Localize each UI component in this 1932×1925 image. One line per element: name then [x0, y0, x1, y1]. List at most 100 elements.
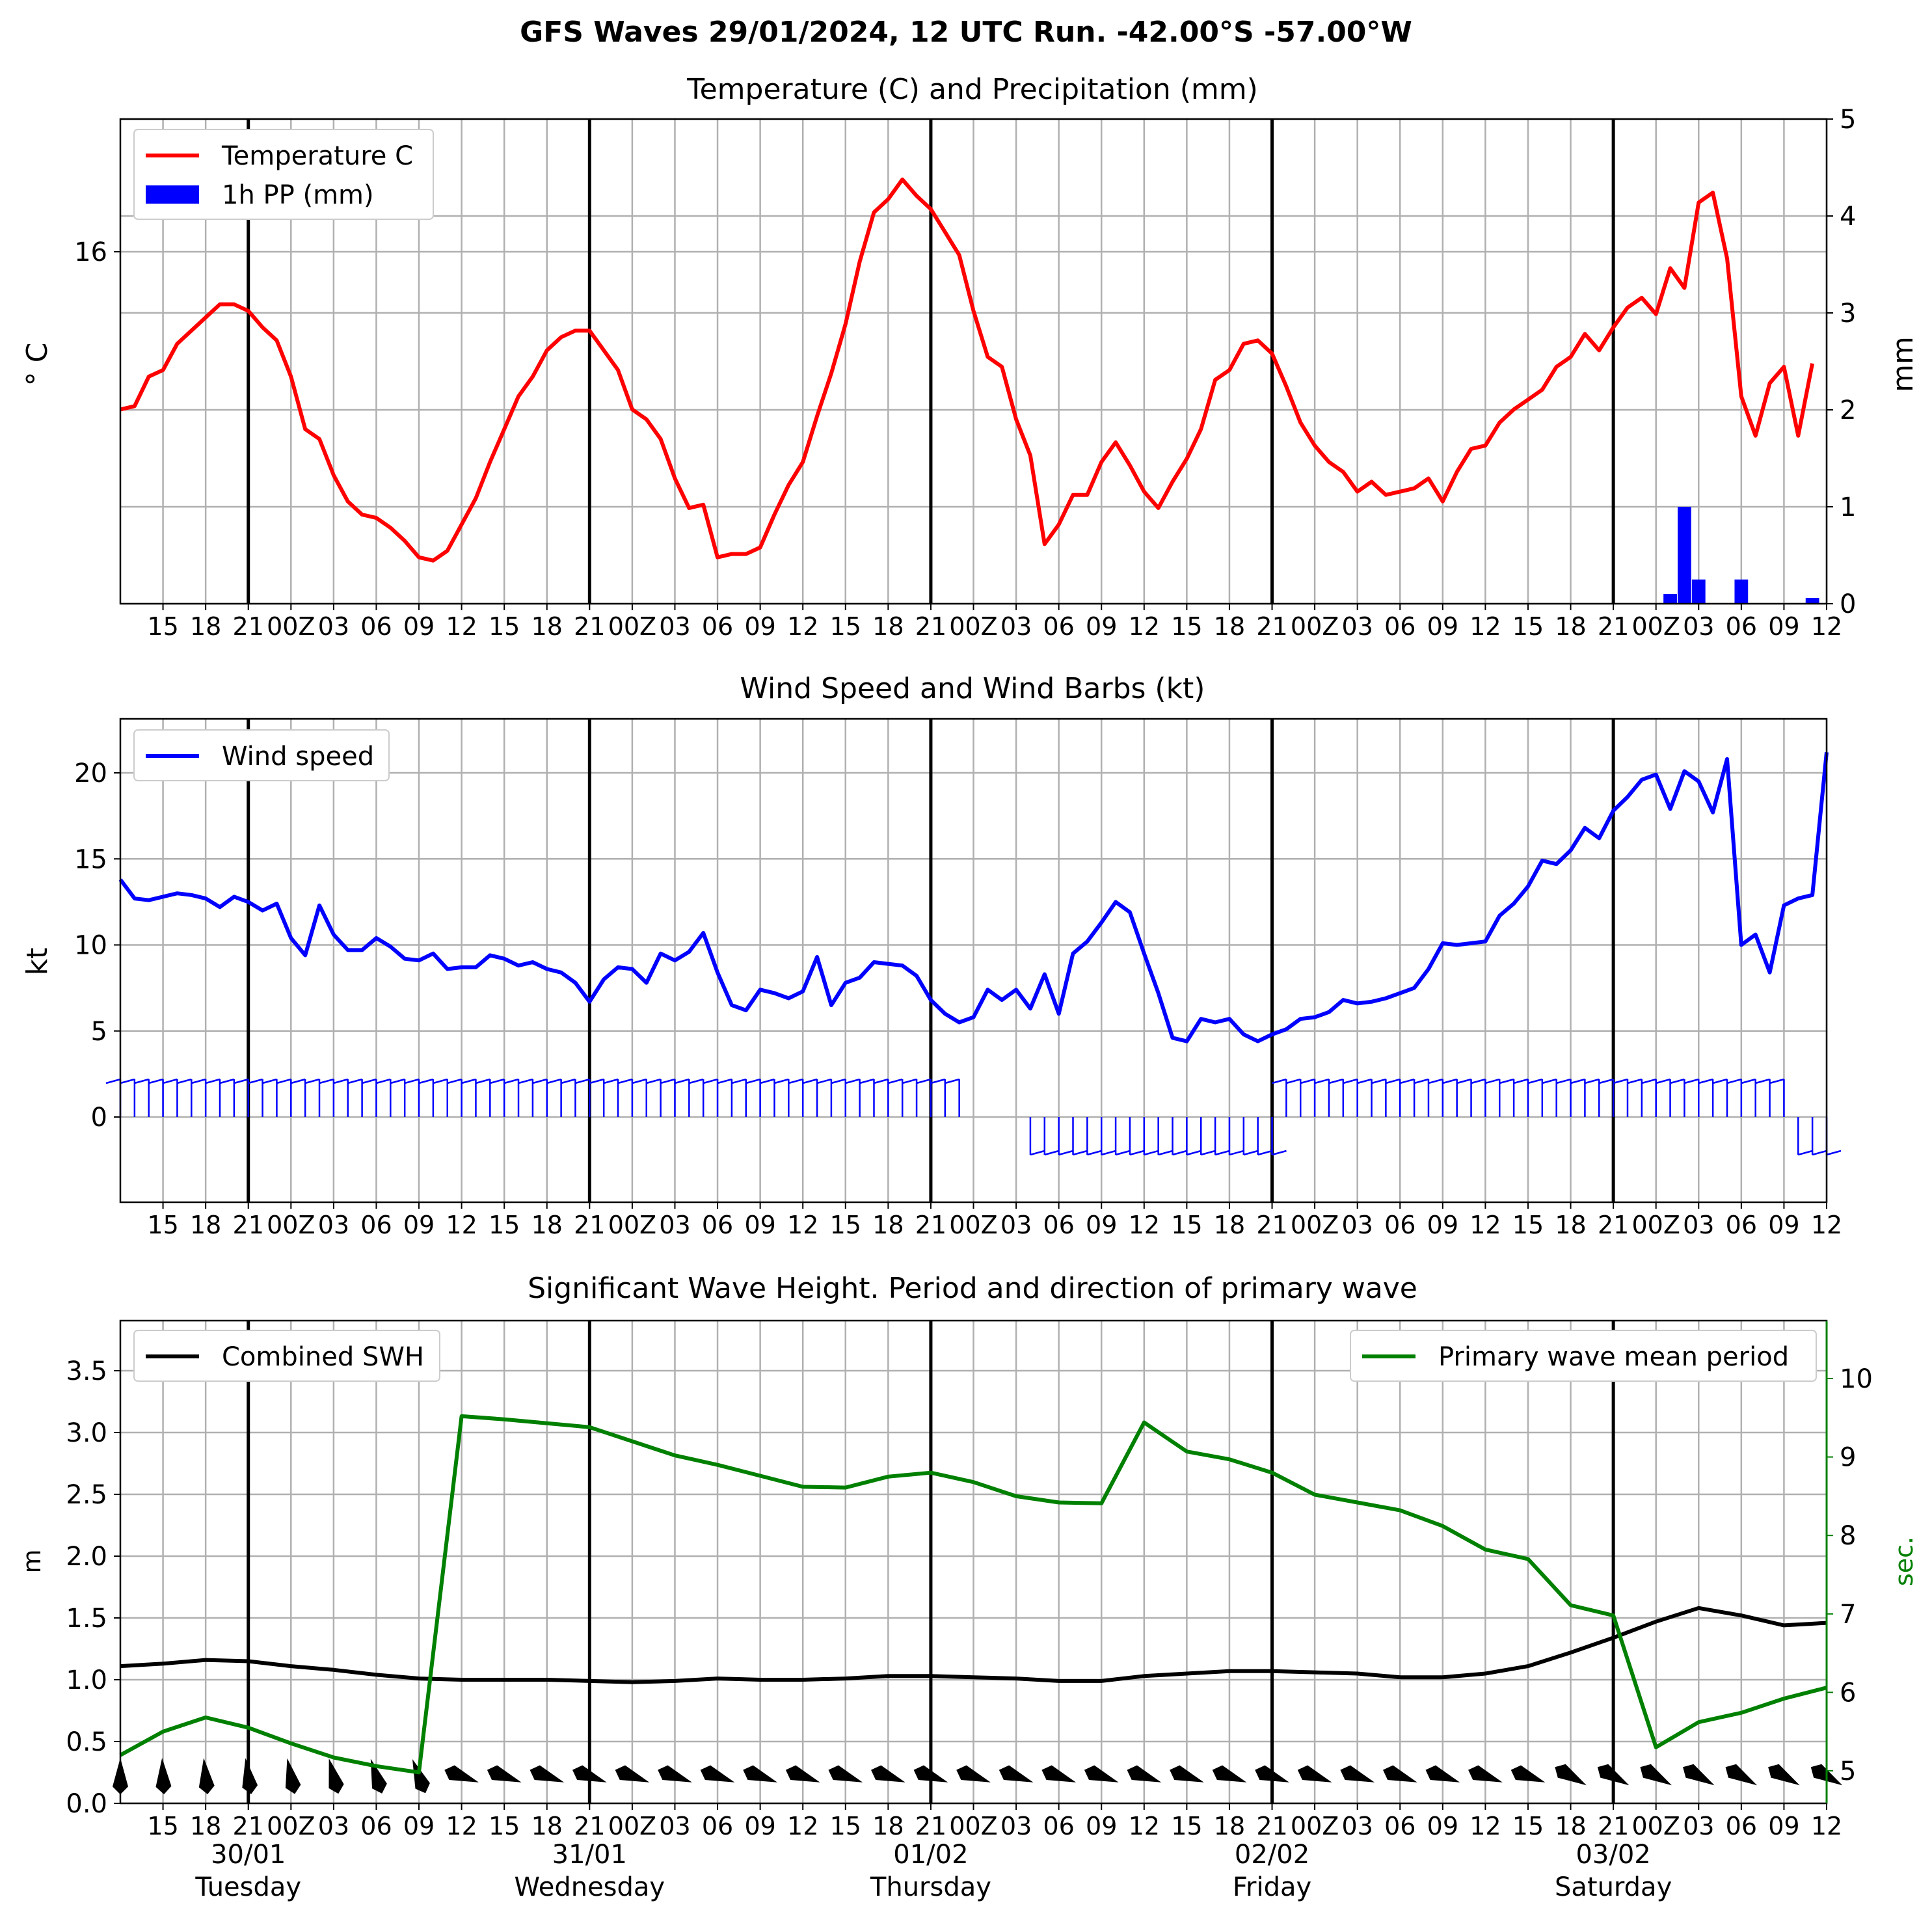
- temp-x-tick-label: 18: [872, 612, 904, 641]
- wind-barb: [1229, 1150, 1244, 1156]
- wave-x-tick-label: 15: [147, 1812, 178, 1840]
- wind-barb: [319, 1078, 334, 1084]
- legend-label: Combined SWH: [222, 1342, 424, 1372]
- wave-direction-arrow-head: [444, 1765, 479, 1783]
- wave-direction-arrow-head: [1468, 1765, 1503, 1783]
- wind-barb: [447, 1078, 462, 1084]
- day-weekday-label: Friday: [1233, 1872, 1311, 1902]
- wind-barb: [774, 1078, 789, 1084]
- temp-x-tick-label: 03: [1341, 612, 1373, 641]
- wind-y-tick-label: 10: [74, 931, 107, 961]
- precip-y-tick-label: 2: [1840, 396, 1856, 425]
- wind-x-tick-label: 00Z: [949, 1211, 997, 1239]
- wind-barb: [1328, 1078, 1344, 1084]
- wind-barb: [1385, 1078, 1401, 1084]
- wave-direction-arrow: [1382, 1765, 1417, 1783]
- wind-barb: [262, 1078, 277, 1084]
- wave-direction-arrow: [1297, 1765, 1332, 1783]
- wind-barb: [1300, 1078, 1315, 1084]
- temp-x-tick-label: 21: [233, 612, 264, 641]
- wave-direction-arrow: [444, 1765, 479, 1783]
- wind-x-tick-label: 21: [1598, 1211, 1629, 1239]
- wind-x-tick-label: 09: [1427, 1211, 1458, 1239]
- wave-direction-arrow-head: [530, 1765, 565, 1783]
- wind-x-tick-label: 21: [1256, 1211, 1287, 1239]
- wave-x-tick-label: 06: [1384, 1812, 1415, 1840]
- wind-barb: [120, 1078, 135, 1084]
- day-date-label: 01/02: [893, 1840, 968, 1870]
- wind-barb: [660, 1078, 675, 1084]
- wind-barb: [603, 1078, 619, 1084]
- wind-x-tick-label: 00Z: [608, 1211, 656, 1239]
- wind-barb: [1484, 1078, 1500, 1084]
- wave-direction-arrow-head: [1127, 1765, 1162, 1783]
- wind-x-tick-label: 09: [1768, 1211, 1799, 1239]
- wave-direction-arrow: [487, 1765, 522, 1783]
- wind-x-tick-label: 03: [1341, 1211, 1373, 1239]
- wind-barb: [646, 1078, 661, 1084]
- wave-x-tick-label: 00Z: [608, 1812, 656, 1840]
- precip-bar: [1734, 579, 1749, 604]
- wind-barb: [148, 1078, 163, 1084]
- temp-x-tick-label: 18: [190, 612, 221, 641]
- wave-direction-arrow-head: [285, 1758, 301, 1794]
- wave-direction-arrow-head: [658, 1765, 692, 1783]
- wind-x-tick-label: 18: [190, 1211, 221, 1239]
- wind-x-tick-label: 21: [233, 1211, 264, 1239]
- period-y-tick-label: 6: [1840, 1678, 1856, 1708]
- swh-y-tick-label: 0.5: [66, 1727, 107, 1757]
- swh-y-tick-label: 3.5: [66, 1356, 107, 1386]
- wind-x-tick-label: 00Z: [1632, 1211, 1680, 1239]
- wave-direction-arrow-head: [1425, 1765, 1460, 1783]
- swh-y-tick-label: 1.0: [66, 1665, 107, 1695]
- wind-barb: [1769, 1078, 1784, 1084]
- legend-label: Temperature C: [221, 141, 413, 171]
- wind-barb: [717, 1078, 732, 1084]
- wind-barb: [760, 1078, 775, 1084]
- wind-barb: [362, 1078, 377, 1084]
- wave-direction-arrow: [913, 1765, 948, 1783]
- temp-x-tick-label: 06: [1043, 612, 1074, 641]
- wind-barb: [461, 1078, 476, 1084]
- wave-x-tick-label: 15: [1512, 1812, 1544, 1840]
- precip-y-tick-label: 4: [1840, 202, 1856, 232]
- temp-x-tick-label: 09: [1768, 612, 1799, 641]
- wind-y-tick-label: 0: [91, 1103, 107, 1133]
- wind-x-tick-label: 03: [1683, 1211, 1714, 1239]
- wind-x-tick-label: 00Z: [267, 1211, 315, 1239]
- wave-ylabel: m: [18, 1549, 46, 1573]
- wave-direction-arrow-head: [1597, 1764, 1630, 1786]
- legend-label: Primary wave mean period: [1438, 1342, 1789, 1372]
- wave-direction-arrow: [285, 1758, 301, 1794]
- wave-direction-arrow: [412, 1759, 430, 1794]
- temp-x-tick-label: 06: [1384, 612, 1415, 641]
- wave-direction-arrow-head: [1725, 1764, 1758, 1786]
- wind-barb: [1598, 1078, 1614, 1084]
- wave-direction-arrow-head: [828, 1765, 863, 1783]
- wind-barb: [105, 1078, 121, 1084]
- temp-x-tick-label: 15: [147, 612, 178, 641]
- wind-barb: [1741, 1078, 1756, 1084]
- day-date-label: 31/01: [552, 1840, 627, 1870]
- wave-x-tick-label: 12: [1811, 1812, 1842, 1840]
- precip-bar: [1691, 579, 1706, 604]
- wave-direction-arrow: [1255, 1765, 1289, 1783]
- wind-barb: [191, 1078, 206, 1084]
- wind-barb: [1570, 1078, 1585, 1084]
- wind-barb: [1272, 1078, 1287, 1084]
- wind-x-tick-label: 15: [830, 1211, 861, 1239]
- wave-direction-arrow: [198, 1758, 215, 1795]
- temp-x-tick-label: 06: [1726, 612, 1757, 641]
- wind-x-tick-label: 03: [1000, 1211, 1032, 1239]
- wind-x-tick-label: 15: [1171, 1211, 1202, 1239]
- plot-frame: [119, 718, 1828, 1204]
- wind-barb: [1556, 1078, 1571, 1084]
- wave-direction-arrow-head: [1297, 1765, 1332, 1783]
- temp-x-tick-label: 03: [659, 612, 690, 641]
- wave-direction-arrow: [1510, 1765, 1546, 1783]
- temperature-y-tick-label: 16: [74, 237, 107, 267]
- temp-x-tick-label: 15: [1171, 612, 1202, 641]
- wind-barb: [1684, 1078, 1699, 1084]
- wind-barb: [1073, 1150, 1088, 1156]
- wind-barb: [916, 1078, 932, 1084]
